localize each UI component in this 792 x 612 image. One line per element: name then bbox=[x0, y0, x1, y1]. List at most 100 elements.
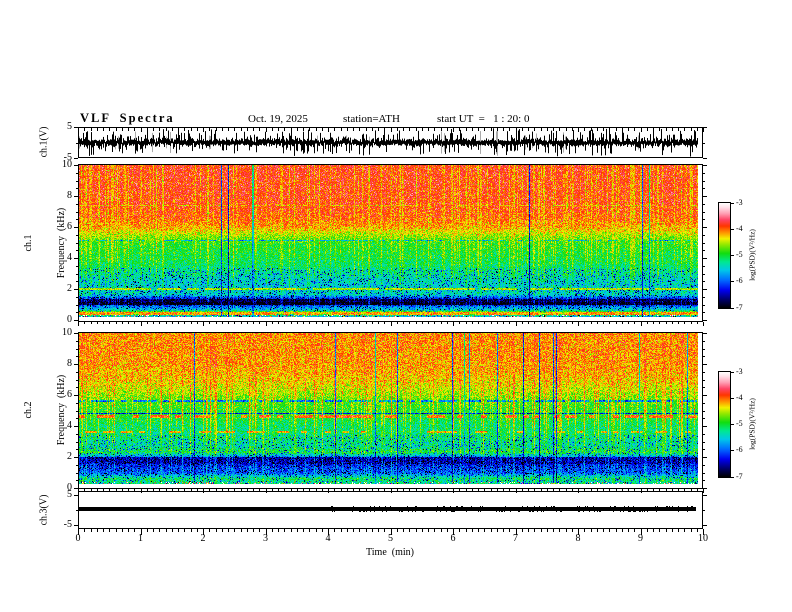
ch1-axis-line2: Frequency (kHz) bbox=[56, 207, 67, 279]
axis-tick bbox=[96, 128, 98, 131]
axis-tick bbox=[465, 128, 467, 131]
axis-tick bbox=[390, 322, 392, 326]
axis-tick bbox=[315, 322, 317, 324]
axis-tick bbox=[453, 529, 454, 535]
ch3v-tick-label: 5 bbox=[67, 489, 72, 500]
axis-tick bbox=[78, 128, 79, 132]
axis-tick bbox=[76, 387, 78, 388]
axis-tick bbox=[596, 529, 598, 532]
axis-tick bbox=[703, 243, 705, 244]
axis-tick bbox=[615, 529, 617, 532]
axis-tick bbox=[578, 489, 579, 493]
axis-tick bbox=[121, 128, 123, 131]
axis-tick bbox=[640, 489, 642, 493]
axis-tick bbox=[74, 227, 78, 228]
axis-tick bbox=[259, 529, 261, 532]
axis-tick bbox=[471, 128, 473, 131]
axis-tick bbox=[703, 204, 705, 205]
axis-tick bbox=[703, 289, 707, 290]
axis-tick bbox=[359, 489, 361, 491]
axis-tick bbox=[196, 128, 198, 131]
axis-tick bbox=[74, 426, 78, 427]
axis-tick bbox=[284, 128, 286, 131]
axis-tick bbox=[478, 128, 479, 131]
axis-tick bbox=[234, 128, 236, 131]
axis-tick bbox=[428, 489, 429, 491]
axis-tick bbox=[184, 128, 186, 131]
axis-tick bbox=[303, 128, 304, 131]
axis-tick bbox=[703, 380, 705, 381]
axis-tick bbox=[178, 489, 179, 491]
axis-tick bbox=[76, 403, 78, 404]
axis-tick bbox=[478, 529, 479, 532]
axis-tick bbox=[240, 489, 242, 491]
axis-tick bbox=[203, 529, 204, 535]
axis-tick bbox=[440, 128, 442, 131]
axis-tick bbox=[703, 143, 705, 144]
axis-tick bbox=[665, 529, 667, 532]
axis-tick bbox=[315, 489, 317, 491]
axis-tick bbox=[703, 489, 704, 493]
axis-tick bbox=[546, 529, 548, 532]
axis-tick bbox=[696, 489, 698, 491]
axis-tick bbox=[703, 281, 705, 282]
axis-tick bbox=[703, 473, 705, 474]
x-tick-label: 0 bbox=[75, 533, 81, 544]
axis-tick bbox=[603, 529, 604, 532]
colorbar-ch1-label: log(PSD)(V²/Hz) bbox=[747, 229, 757, 281]
axis-tick bbox=[284, 529, 286, 532]
axis-tick bbox=[78, 322, 79, 326]
axis-tick bbox=[76, 480, 78, 481]
axis-tick bbox=[440, 529, 442, 532]
axis-tick bbox=[103, 322, 104, 324]
axis-tick bbox=[731, 255, 734, 256]
ch1-spectrogram-panel bbox=[78, 164, 703, 322]
ch1f-tick-label: 2 bbox=[67, 283, 72, 294]
axis-tick bbox=[96, 489, 98, 491]
axis-tick bbox=[490, 529, 492, 532]
axis-tick bbox=[546, 128, 548, 131]
axis-tick bbox=[703, 258, 707, 259]
axis-tick bbox=[628, 489, 629, 491]
axis-tick bbox=[215, 489, 217, 491]
axis-tick bbox=[484, 128, 486, 131]
axis-tick bbox=[359, 529, 361, 532]
axis-tick bbox=[76, 204, 78, 205]
axis-tick bbox=[371, 128, 373, 131]
axis-tick bbox=[703, 529, 704, 535]
axis-tick bbox=[496, 529, 498, 532]
axis-tick bbox=[703, 188, 705, 189]
axis-tick bbox=[403, 489, 404, 491]
axis-tick bbox=[421, 529, 423, 532]
axis-tick bbox=[74, 457, 78, 458]
axis-tick bbox=[378, 128, 379, 131]
axis-tick bbox=[703, 465, 705, 466]
axis-tick bbox=[565, 128, 567, 131]
axis-tick bbox=[640, 128, 642, 132]
axis-tick bbox=[440, 489, 442, 491]
axis-tick bbox=[396, 128, 398, 131]
axis-tick bbox=[703, 510, 705, 511]
axis-tick bbox=[471, 529, 473, 532]
axis-tick bbox=[731, 203, 734, 204]
ch3-waveform-panel bbox=[78, 491, 703, 529]
axis-tick bbox=[146, 489, 148, 491]
axis-tick bbox=[484, 322, 486, 324]
axis-tick bbox=[303, 489, 304, 491]
x-axis-label: Time (min) bbox=[366, 547, 414, 558]
cb2-tick-label: -7 bbox=[736, 472, 743, 481]
axis-tick bbox=[471, 322, 473, 324]
cb1-tick-label: -4 bbox=[736, 224, 743, 233]
axis-tick bbox=[353, 529, 354, 532]
axis-tick bbox=[434, 128, 436, 131]
axis-tick bbox=[671, 529, 673, 532]
axis-tick bbox=[240, 128, 242, 131]
axis-tick bbox=[434, 322, 436, 324]
axis-tick bbox=[84, 489, 86, 491]
ch1v-tick-label: 5 bbox=[67, 121, 72, 132]
axis-tick bbox=[409, 529, 411, 532]
axis-tick bbox=[115, 529, 117, 532]
axis-tick bbox=[703, 196, 707, 197]
axis-tick bbox=[178, 128, 179, 131]
axis-tick bbox=[615, 322, 617, 324]
